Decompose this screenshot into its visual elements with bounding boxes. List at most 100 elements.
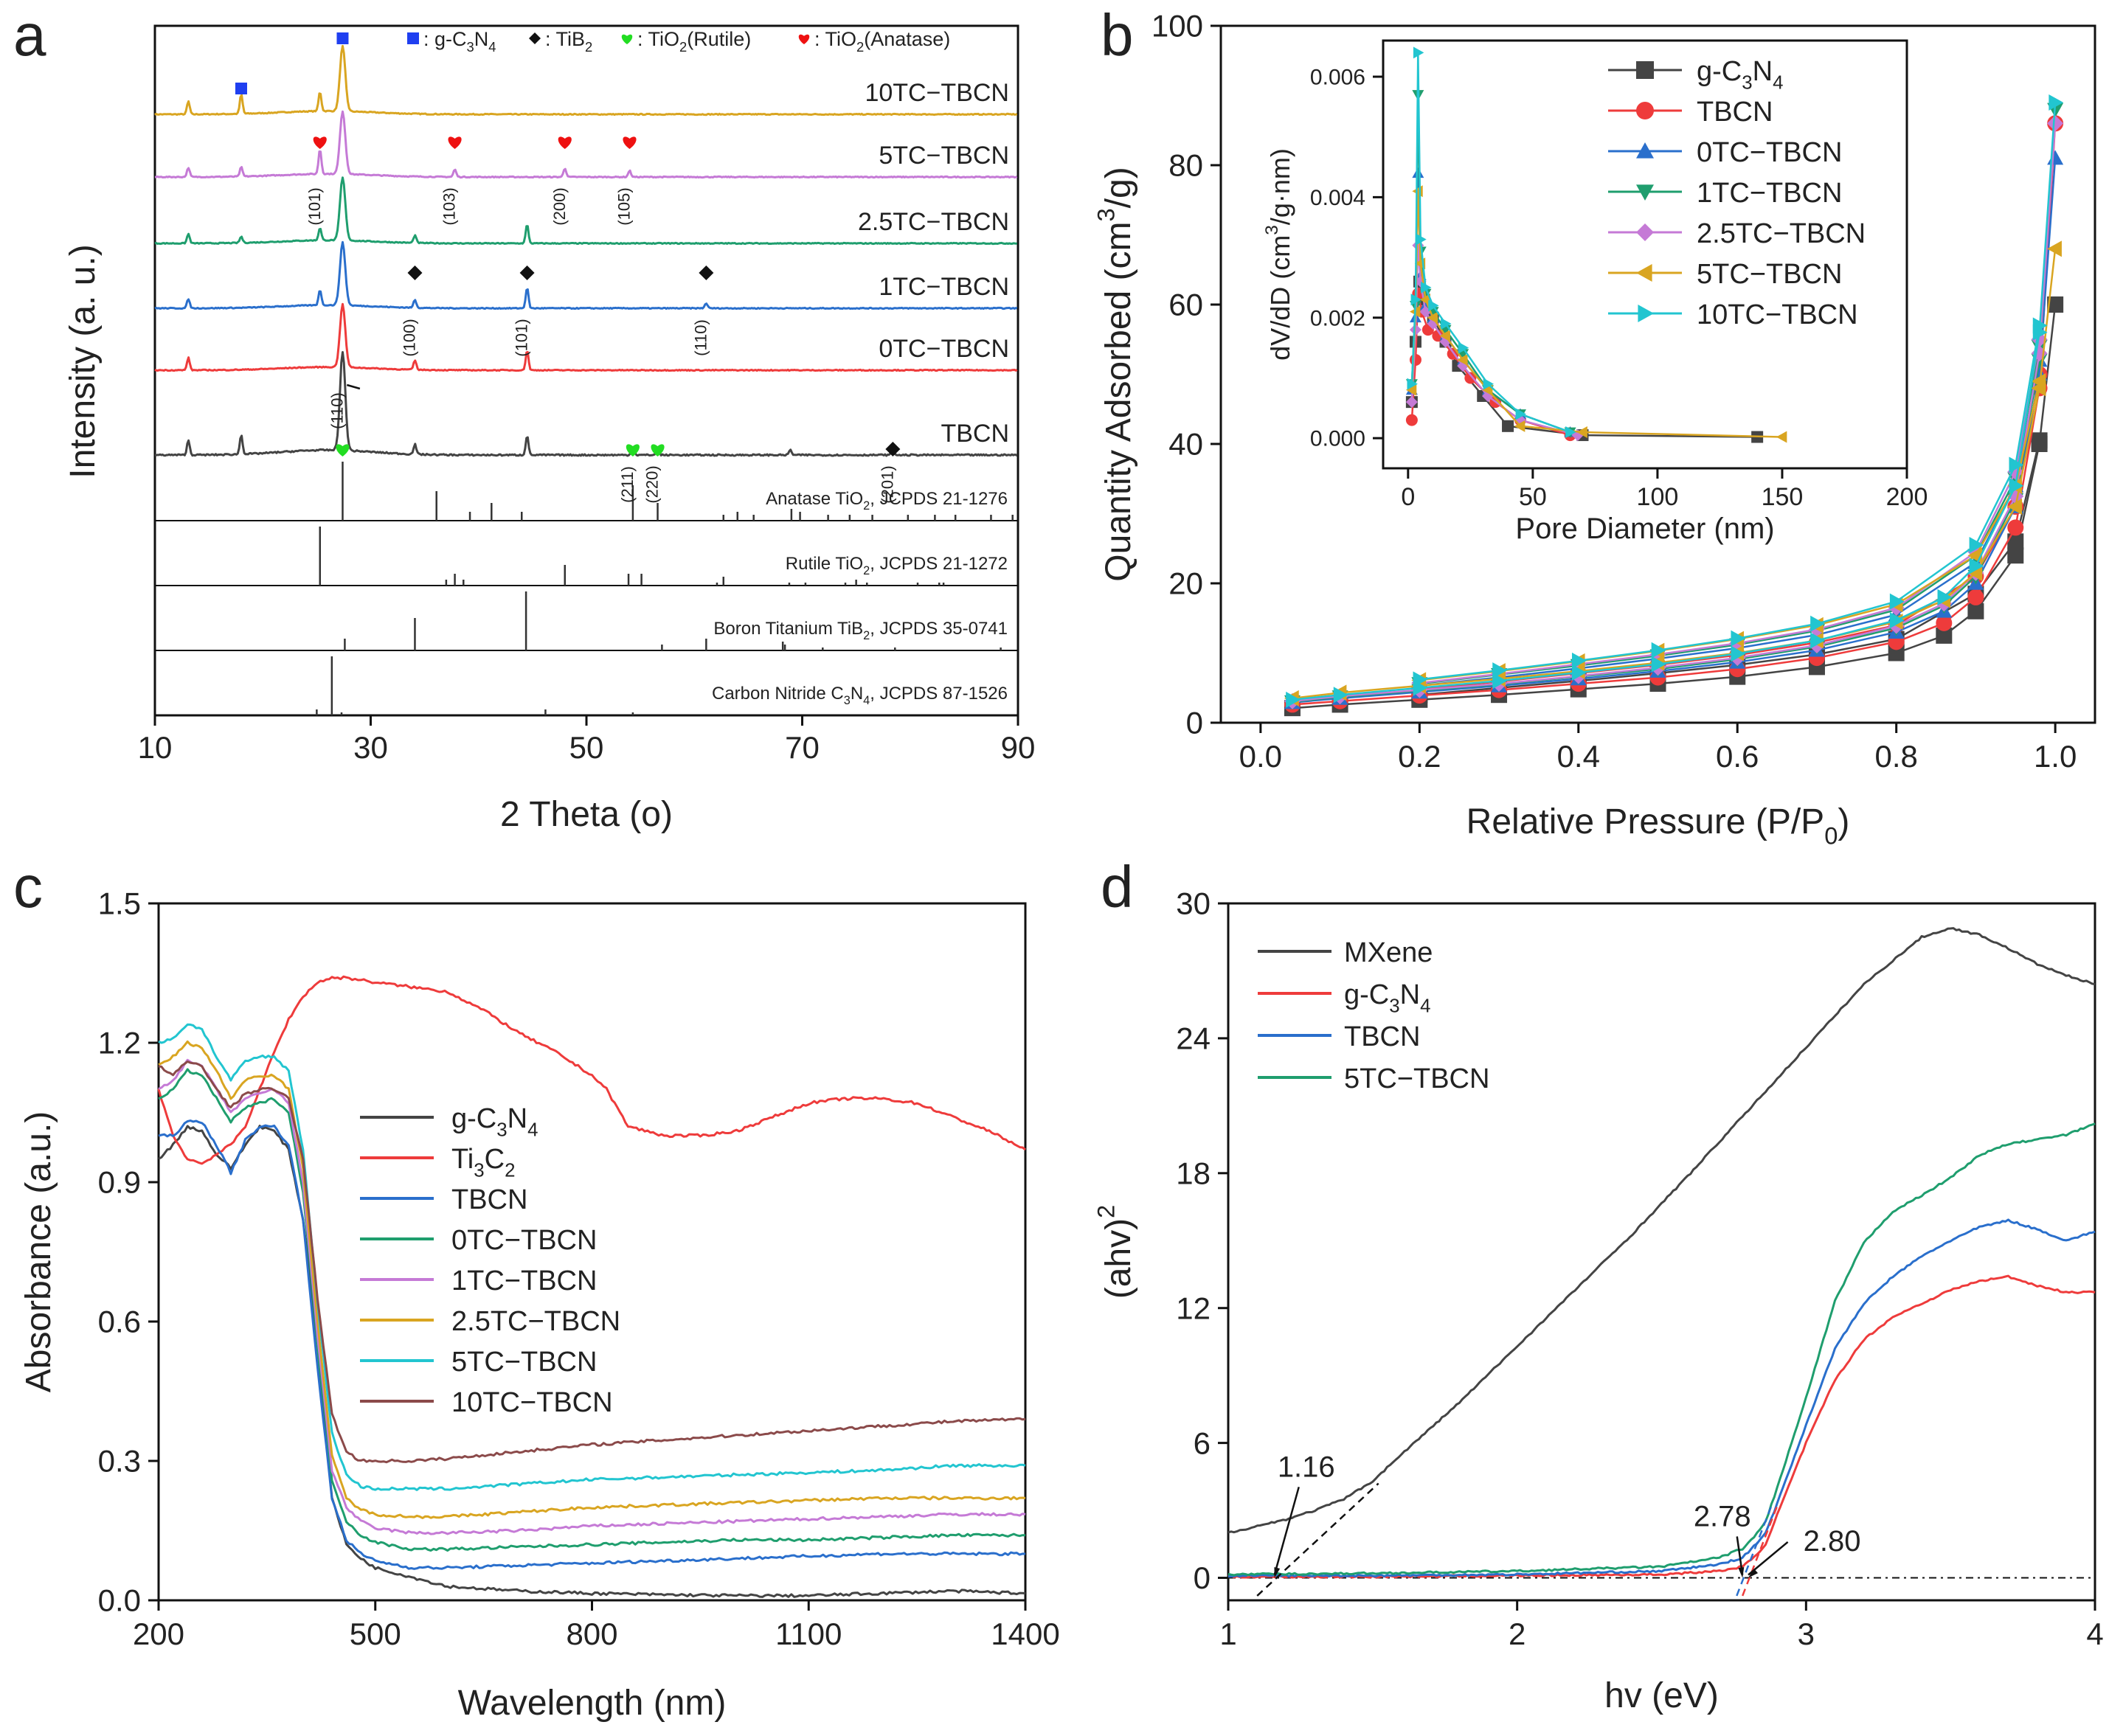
peak-marker [626, 444, 640, 456]
peak-marker [336, 444, 350, 456]
legend-label: g-C3N4 [1697, 56, 1783, 93]
series-label: 5TC−TBCN [879, 142, 1009, 170]
isotherm-desorption-g-C3N4 [1419, 440, 2040, 696]
legend-label: TBCN [1697, 97, 1773, 128]
inset-point [1421, 281, 1432, 294]
tangent-line [1256, 1482, 1379, 1597]
y-tick-label: 18 [1176, 1156, 1211, 1191]
legend-marker [1636, 61, 1654, 79]
legend-label: 10TC−TBCN [451, 1387, 613, 1418]
inset-point [1514, 420, 1526, 432]
legend-marker [1636, 102, 1654, 119]
isotherm-adsorption-TBCN [1292, 123, 2057, 706]
peak-label: (103) [440, 187, 459, 225]
y-axis-label: Absorbance (a.u.) [19, 1111, 58, 1393]
inset-y-tick-label: 0.004 [1310, 186, 1365, 210]
legend-marker [621, 34, 633, 44]
chart-a: Anatase TiO2, JCPDS 21-1276 Rutile TiO2, … [63, 24, 1035, 834]
data-point [1889, 612, 1905, 629]
tauc-g-C3N4 [1227, 1274, 2096, 1579]
x-tick-label: 3 [1798, 1617, 1815, 1651]
tauc-5TC−TBCN [1227, 1122, 2096, 1577]
legend-label: 5TC−TBCN [1344, 1063, 1489, 1094]
peak-marker [448, 136, 462, 149]
y-tick-label: 40 [1168, 427, 1203, 462]
legend-label: : g-C3N4 [423, 28, 496, 55]
y-tick-label: 1.2 [98, 1026, 141, 1060]
legend-label: 5TC−TBCN [451, 1347, 597, 1378]
data-point [1651, 656, 1666, 673]
legend-label: 0TC−TBCN [1697, 137, 1842, 168]
legend-label: 2.5TC−TBCN [1697, 218, 1866, 249]
legend-marker [1636, 142, 1654, 159]
spectrum-5TC−TBCN [158, 1023, 1026, 1491]
tauc-TBCN [1227, 1218, 2096, 1578]
data-point [1492, 662, 1508, 679]
data-point [1492, 673, 1508, 690]
inset-point [1407, 378, 1418, 390]
inset-x-tick-label: 200 [1886, 483, 1928, 511]
x-tick-label: 0.4 [1557, 739, 1600, 774]
annotation-arrow [1273, 1487, 1300, 1575]
inset-point [1502, 420, 1514, 432]
reference-label: Boron Titanium TiB2, JCPDS 35-0741 [713, 619, 1008, 642]
series-label: 10TC−TBCN [865, 79, 1009, 107]
inset-point [1483, 378, 1494, 390]
isotherm-adsorption-10TC−TBCN [1292, 102, 2057, 701]
data-point [2009, 456, 2024, 473]
y-tick-label: 0.6 [98, 1305, 141, 1339]
x-axis-label: hv (eV) [1604, 1676, 1719, 1715]
x-tick-label: 4 [2086, 1617, 2103, 1651]
peak-marker [699, 265, 714, 280]
inset-point [1419, 294, 1430, 306]
series-line-5TC−TBCN [154, 110, 1018, 179]
peak-marker [623, 136, 637, 149]
spectrum-TBCN [158, 1119, 1026, 1570]
peak-label: (201) [878, 465, 896, 503]
peak-marker [651, 444, 665, 456]
data-point [1571, 652, 1587, 669]
legend-marker [1636, 223, 1654, 241]
isotherm-desorption-2.5TC−TBCN [1419, 339, 2040, 684]
legend-label: : TiB2 [545, 28, 592, 55]
x-tick-label: 500 [350, 1617, 401, 1651]
data-point [1888, 645, 1905, 662]
data-point [2031, 432, 2048, 449]
x-tick-label: 800 [566, 1617, 617, 1651]
data-point [1937, 588, 1953, 605]
inset-point [1441, 317, 1452, 330]
inset-point [1439, 330, 1450, 342]
inset-y-tick-label: 0.002 [1310, 306, 1365, 330]
panel-letter-c: c [13, 854, 43, 920]
legend-marker [1636, 184, 1654, 201]
inset-point [1412, 167, 1424, 178]
data-point [2047, 150, 2064, 165]
y-tick-label: 6 [1194, 1426, 1211, 1460]
y-tick-label: 30 [1176, 886, 1211, 921]
data-point [2009, 477, 2024, 494]
legend-marker [1636, 264, 1652, 282]
inset-point [1416, 233, 1427, 246]
data-point [1571, 664, 1587, 681]
spectrum-Ti3C2 [157, 975, 1026, 1165]
data-point [2007, 519, 2024, 536]
y-tick-label: 0.3 [98, 1444, 141, 1479]
axes-frame [1219, 24, 2096, 724]
y-tick-label: 20 [1168, 566, 1203, 601]
y-tick-label: 0 [1194, 1560, 1211, 1595]
bandgap-label: 1.16 [1278, 1451, 1335, 1483]
peak-marker [558, 136, 572, 149]
data-point [1969, 537, 1984, 554]
legend-marker [1638, 305, 1654, 322]
arrow-head [1274, 1566, 1281, 1578]
chart-c: 200 500 800 1100 1400 0.0 0.3 0.6 0.9 1.2 1.5 Wavel… [19, 886, 1060, 1723]
x-tick-label: 1.0 [2034, 739, 2077, 774]
arrow [346, 383, 361, 390]
data-point [1731, 630, 1746, 647]
peak-label: (220) [643, 465, 662, 503]
series-label: TBCN [941, 420, 1009, 448]
isotherm-adsorption-g-C3N4 [1292, 304, 2057, 709]
tangent-line [1736, 1505, 1773, 1597]
y-tick-label: 12 [1176, 1291, 1211, 1325]
